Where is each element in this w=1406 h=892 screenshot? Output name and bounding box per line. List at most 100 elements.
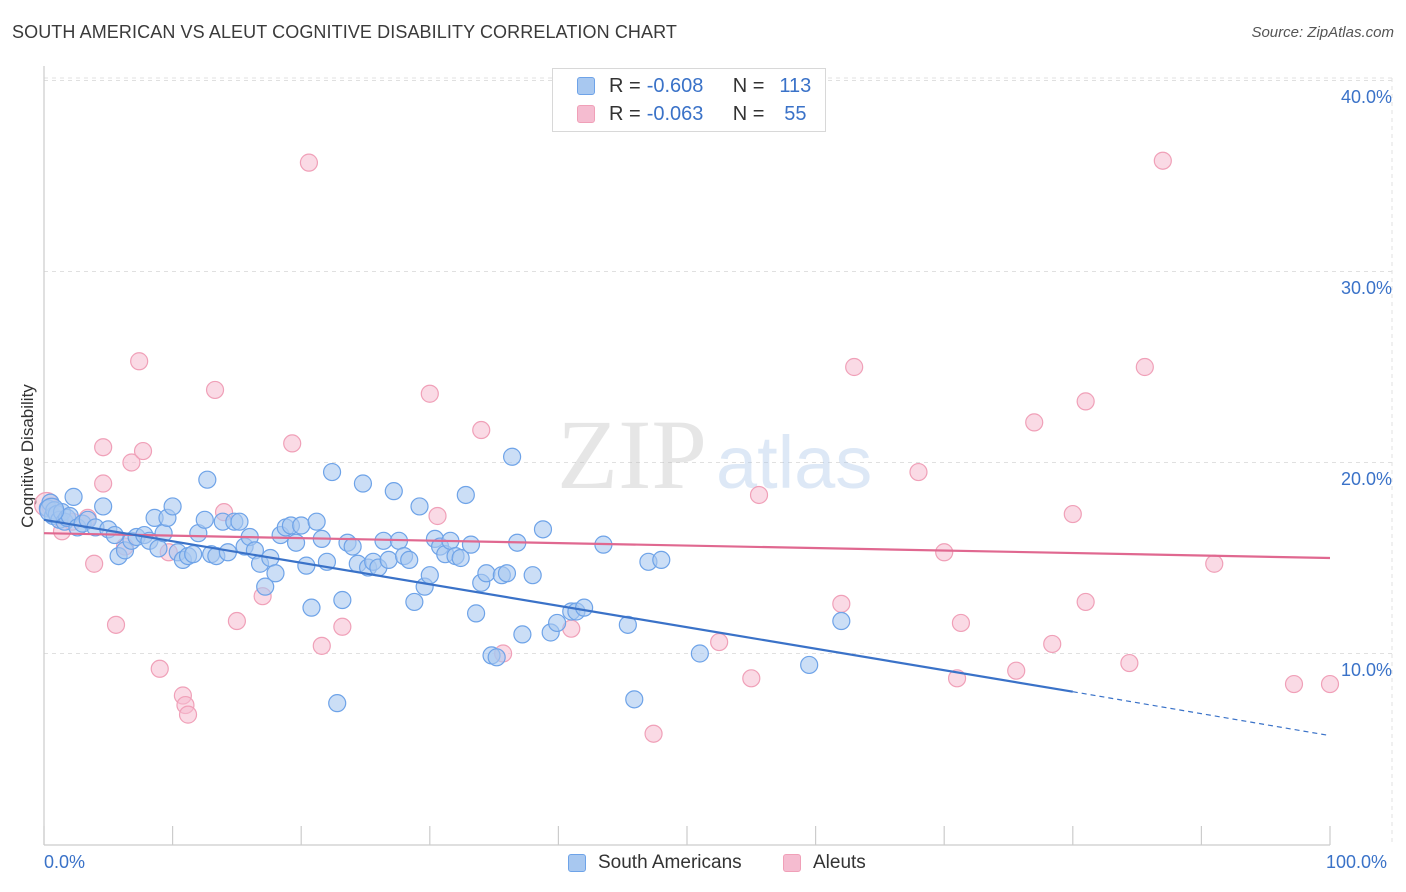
south-american-point [292, 516, 311, 535]
aleut-point [1076, 392, 1095, 411]
south-american-point [198, 470, 217, 489]
r-value: -0.063 [646, 102, 704, 125]
south-american-point [343, 537, 362, 556]
legend-item-aleuts[interactable]: Aleuts [783, 852, 866, 874]
blue-swatch [568, 854, 586, 872]
legend-label: Aleuts [813, 852, 866, 873]
aleut-point [1007, 661, 1026, 680]
south-american-point [420, 566, 439, 585]
south-american-point [523, 566, 542, 585]
south-american-point [513, 625, 532, 644]
aleut-point [420, 384, 439, 403]
pink-swatch [577, 105, 595, 123]
legend-label: South Americans [598, 852, 742, 873]
south-american-point [384, 482, 403, 501]
stats-legend: R = -0.608 N = 113 R = -0.063 N = 55 [552, 68, 826, 132]
y-tick-label-10: 10.0% [1340, 660, 1392, 680]
n-label: N = [732, 102, 765, 125]
watermark-zip: ZIP [557, 399, 707, 510]
aleut-point [133, 441, 153, 461]
south-american-point [503, 447, 522, 466]
source-label: Source: ZipAtlas.com [1251, 24, 1394, 41]
south-american-point [353, 474, 373, 493]
south-american-point [184, 545, 203, 564]
south-american-point [456, 485, 475, 505]
south-american-point [690, 644, 709, 663]
aleut-point [94, 474, 113, 493]
south-american-point [652, 550, 671, 570]
aleut-point [178, 705, 198, 724]
south-american-point [410, 497, 429, 516]
aleut-point [122, 453, 141, 472]
aleut-point [1284, 674, 1304, 694]
aleut-point [94, 438, 113, 457]
y-tick-label-20: 20.0% [1340, 469, 1392, 489]
stats-row-aleuts: R = -0.063 N = 55 [553, 101, 818, 127]
aleut-point [951, 613, 971, 633]
south-american-point [548, 613, 567, 633]
south-american-trend-line [43, 518, 1073, 693]
south-american-point [39, 497, 65, 523]
south-american-point [461, 535, 481, 554]
south-american-trend-extension [1072, 691, 1331, 737]
south-american-point [266, 564, 285, 583]
blue-swatch [577, 77, 595, 95]
south-american-point [625, 690, 644, 709]
aleut-point [333, 617, 352, 636]
legend-item-south-americans[interactable]: South Americans [568, 852, 742, 874]
aleut-point [205, 380, 225, 400]
south-american-point [477, 564, 496, 583]
aleut-point [710, 632, 729, 652]
aleut-point [106, 615, 126, 634]
south-american-point [533, 520, 553, 539]
south-american-point [575, 598, 594, 617]
south-american-point [94, 497, 113, 516]
aleut-point [85, 554, 104, 573]
y-tick-label-30: 30.0% [1340, 278, 1392, 298]
axes [43, 66, 1331, 846]
stats-row-south-americans: R = -0.608 N = 113 [553, 73, 818, 99]
aleut-point [909, 462, 928, 482]
aleut-point [283, 434, 302, 453]
r-label: R = [609, 74, 641, 97]
aleut-point [1320, 674, 1340, 694]
south-american-point [328, 694, 347, 713]
y-tick-label-40: 40.0% [1340, 87, 1392, 107]
aleut-point [1063, 504, 1082, 524]
aleut-point [130, 352, 149, 371]
chart-title: SOUTH AMERICAN VS ALEUT COGNITIVE DISABI… [12, 22, 678, 42]
aleut-point [832, 594, 851, 613]
south-american-point [230, 512, 249, 531]
x-tick-label-min: 0.0% [44, 852, 86, 872]
aleut-point [1153, 151, 1172, 170]
n-label: N = [732, 74, 765, 97]
south-american-point [286, 533, 306, 552]
south-american-point [302, 598, 321, 617]
aleut-point [1120, 653, 1139, 673]
x-tick-label-max: 100.0% [1326, 852, 1388, 872]
n-value: 55 [784, 102, 807, 125]
pink-swatch [783, 854, 801, 872]
watermark-atlas: atlas [716, 421, 872, 504]
aleut-point [1135, 357, 1154, 377]
south-american-point [832, 611, 851, 631]
south-american-point [405, 592, 424, 612]
aleut-point [472, 420, 491, 440]
aleut-point [1025, 413, 1044, 432]
n-value: 113 [779, 74, 812, 97]
r-label: R = [609, 102, 641, 125]
south-american-point [149, 539, 168, 558]
aleut-point [749, 485, 769, 505]
south-american-point [451, 548, 470, 568]
r-value: -0.608 [646, 74, 704, 97]
aleut-point [742, 669, 761, 688]
south-american-point [195, 510, 214, 529]
south-american-point [307, 512, 326, 531]
south-american-point [333, 590, 352, 610]
south-american-point [379, 550, 398, 570]
aleut-point [150, 659, 169, 678]
south-american-point [163, 497, 182, 516]
aleut-point [1205, 554, 1224, 573]
south-american-point [256, 577, 275, 596]
south-american-point [64, 487, 83, 506]
